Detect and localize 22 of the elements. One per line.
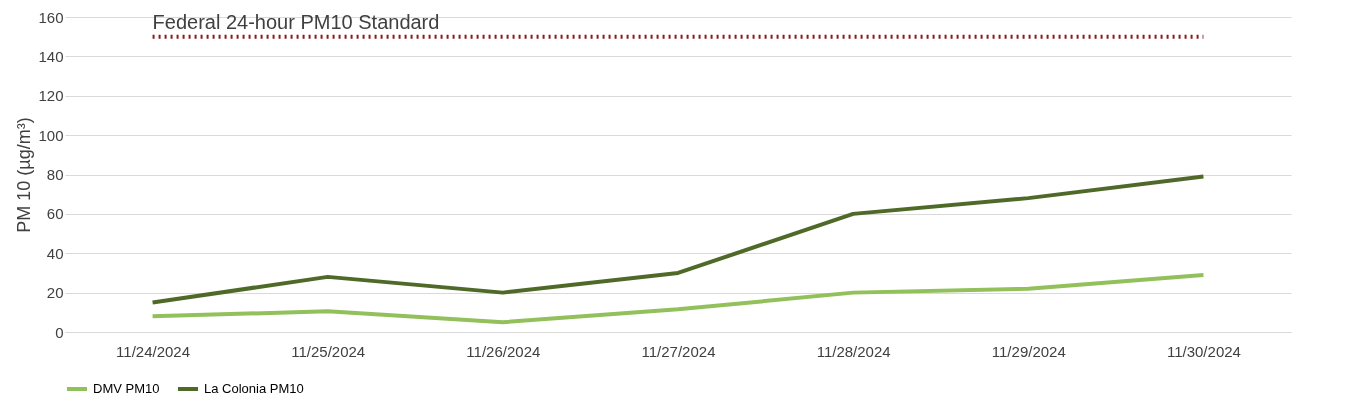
ref-line-label: Federal 24-hour PM10 Standard xyxy=(152,10,440,33)
y-tick-label: 0 xyxy=(55,323,64,341)
x-tick-label: 11/25/2024 xyxy=(291,342,366,360)
y-tick-label: 100 xyxy=(38,126,64,144)
x-tick-label: 11/28/2024 xyxy=(816,342,891,360)
y-tick-label: 40 xyxy=(46,244,64,262)
x-tick-label: 11/27/2024 xyxy=(641,342,716,360)
y-tick-label: 120 xyxy=(38,87,64,105)
line-series xyxy=(150,272,1206,325)
y-tick-label: 80 xyxy=(46,166,64,183)
x-tick-label: 11/29/2024 xyxy=(991,342,1066,360)
x-tick-label: 11/26/2024 xyxy=(466,342,541,360)
legend-label: DMV PM10 xyxy=(93,381,160,396)
y-axis-title: PM 10 (µg/m³) xyxy=(14,117,35,233)
legend-label: La Colonia PM10 xyxy=(204,381,304,396)
x-tick-label: 11/24/2024 xyxy=(116,342,191,360)
y-tick-label: 20 xyxy=(46,284,64,302)
line-series xyxy=(150,174,1206,305)
y-tick-label: 60 xyxy=(46,205,64,223)
x-tick-label: 11/30/2024 xyxy=(1166,342,1241,360)
y-tick-label: 160 xyxy=(38,8,64,26)
y-tick-label: 140 xyxy=(38,47,64,65)
